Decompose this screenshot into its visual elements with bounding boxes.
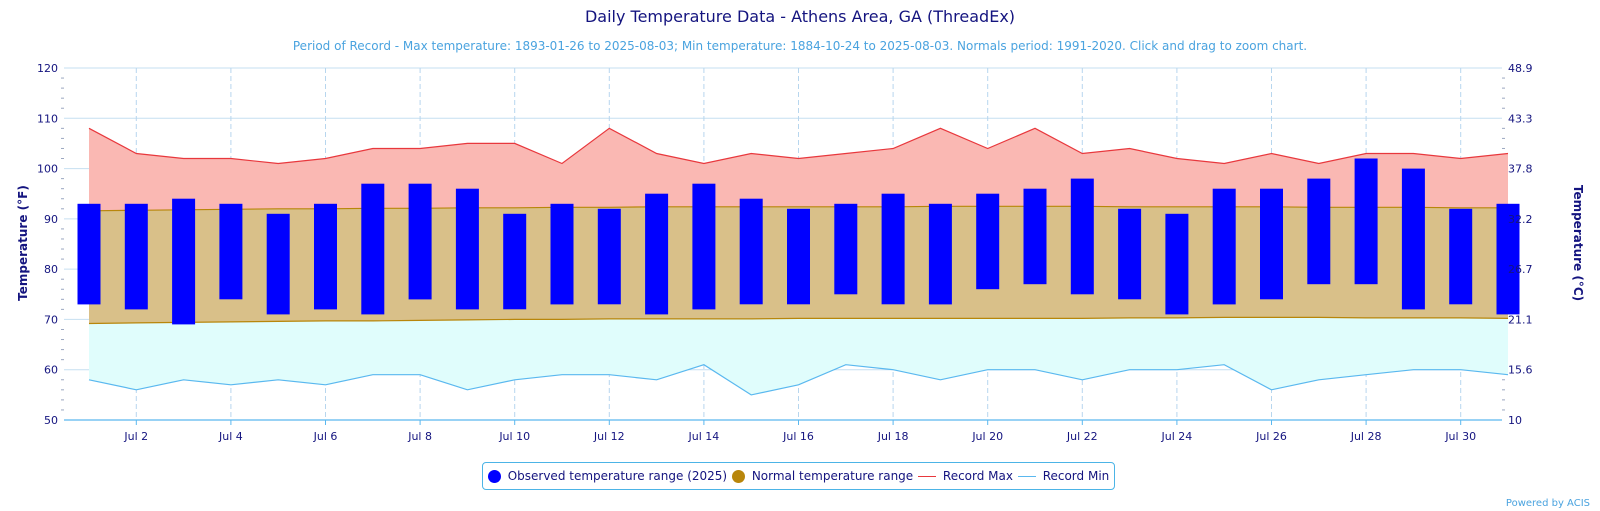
observed-bar[interactable] <box>976 193 1000 290</box>
x-tick-label: Jul 20 <box>971 430 1003 443</box>
x-tick-label: Jul 12 <box>593 430 625 443</box>
legend-record-max-label: Record Max <box>942 469 1013 483</box>
observed-bars[interactable] <box>77 158 1520 325</box>
legend-observed-label: Observed temperature range (2025) <box>507 469 728 483</box>
observed-bar[interactable] <box>1307 178 1331 285</box>
observed-bar[interactable] <box>1496 203 1520 315</box>
legend-record-max-marker <box>917 475 936 477</box>
observed-bar[interactable] <box>1212 188 1236 305</box>
legend-item-record-max[interactable]: Record Max <box>917 469 1013 483</box>
observed-bar[interactable] <box>550 203 574 305</box>
x-tick-label: Jul 8 <box>407 430 432 443</box>
y-tick-label-left: 70 <box>44 313 58 326</box>
axes: 50 10 60 15.6 70 21.1 80 26.7 90 32.2 100 37.8 110 43… <box>37 62 1533 443</box>
observed-bar[interactable] <box>739 198 763 305</box>
record-max-area <box>89 128 1508 211</box>
observed-bar[interactable] <box>692 183 716 310</box>
y-tick-label-left: 80 <box>44 263 58 276</box>
observed-bar[interactable] <box>124 203 148 310</box>
observed-bar[interactable] <box>1165 213 1189 315</box>
observed-bar[interactable] <box>928 203 952 305</box>
chart-plot[interactable]: 50 10 60 15.6 70 21.1 80 26.7 90 32.2 100 37.8 110 43… <box>0 0 1600 460</box>
y-tick-label-right: 48.9 <box>1508 62 1533 75</box>
observed-bar[interactable] <box>361 183 385 315</box>
y-tick-label-left: 50 <box>44 414 58 427</box>
observed-bar[interactable] <box>1401 168 1425 310</box>
x-tick-label: Jul 30 <box>1444 430 1476 443</box>
y-tick-label-left: 110 <box>37 112 58 125</box>
observed-bar[interactable] <box>834 203 858 295</box>
observed-bar[interactable] <box>881 193 905 305</box>
y-axis-title-left: Temperature (°F) <box>16 185 30 301</box>
x-tick-label: Jul 28 <box>1350 430 1382 443</box>
legend-record-min-marker <box>1017 475 1036 477</box>
observed-bar[interactable] <box>266 213 290 315</box>
observed-bar[interactable] <box>1118 208 1142 300</box>
chart-subtitle: Period of Record - Max temperature: 1893… <box>292 39 1308 53</box>
y-tick-label-left: 60 <box>44 364 58 377</box>
x-tick-label: Jul 10 <box>498 430 530 443</box>
observed-bar[interactable] <box>1354 158 1378 285</box>
y-tick-label-right: 32.2 <box>1508 213 1533 226</box>
observed-bar[interactable] <box>645 193 669 315</box>
y-tick-label-right: 21.1 <box>1508 313 1533 326</box>
x-tick-label: Jul 18 <box>877 430 909 443</box>
x-tick-label: Jul 26 <box>1255 430 1287 443</box>
legend-item-observed[interactable]: Observed temperature range (2025) <box>487 469 728 483</box>
record-max-line <box>88 127 1509 165</box>
observed-bar[interactable] <box>219 203 243 300</box>
observed-bar[interactable] <box>314 203 337 310</box>
legend-normal-label: Normal temperature range <box>751 469 914 483</box>
record-min-area <box>89 317 1508 395</box>
observed-bar[interactable] <box>1260 188 1283 300</box>
observed-bar[interactable] <box>503 213 527 310</box>
observed-bar[interactable] <box>77 203 101 305</box>
legend-item-normal[interactable]: Normal temperature range <box>731 469 914 483</box>
record-min-line <box>88 364 1509 396</box>
y-tick-label-right: 15.6 <box>1508 364 1533 377</box>
y-axis-title-right: Temperature (°C) <box>1571 185 1585 301</box>
y-tick-label-left: 120 <box>37 62 58 75</box>
y-tick-label-left: 100 <box>37 163 58 176</box>
y-tick-label-right: 43.3 <box>1508 112 1533 125</box>
x-tick-label: Jul 2 <box>123 430 148 443</box>
observed-bar[interactable] <box>455 188 479 310</box>
x-tick-label: Jul 14 <box>688 430 720 443</box>
observed-bar[interactable] <box>1023 188 1047 285</box>
y-tick-label-left: 90 <box>44 213 58 226</box>
y-tick-label-right: 26.7 <box>1508 263 1533 276</box>
normal-low-line <box>88 316 1509 325</box>
legend: Observed temperature range (2025) Normal… <box>482 462 1115 490</box>
observed-bar[interactable] <box>408 183 432 300</box>
legend-normal-marker <box>731 469 745 483</box>
legend-observed-marker <box>487 469 501 483</box>
observed-bar[interactable] <box>1449 208 1473 305</box>
legend-item-record-min[interactable]: Record Min <box>1017 469 1110 483</box>
line-series <box>88 127 1509 396</box>
y-tick-label-right: 37.8 <box>1508 163 1533 176</box>
y-tick-label-right: 10 <box>1508 414 1522 427</box>
x-tick-label: Jul 24 <box>1161 430 1193 443</box>
x-tick-label: Jul 22 <box>1066 430 1098 443</box>
x-tick-label: Jul 4 <box>218 430 243 443</box>
x-tick-label: Jul 6 <box>313 430 338 443</box>
observed-bar[interactable] <box>787 208 810 305</box>
observed-bar[interactable] <box>1070 178 1094 295</box>
x-tick-label: Jul 16 <box>782 430 814 443</box>
credit-link[interactable]: Powered by ACIS <box>1505 498 1590 509</box>
chart-title: Daily Temperature Data - Athens Area, GA… <box>584 7 1016 26</box>
observed-bar[interactable] <box>172 198 196 325</box>
legend-record-min-label: Record Min <box>1042 469 1110 483</box>
observed-bar[interactable] <box>597 208 621 305</box>
